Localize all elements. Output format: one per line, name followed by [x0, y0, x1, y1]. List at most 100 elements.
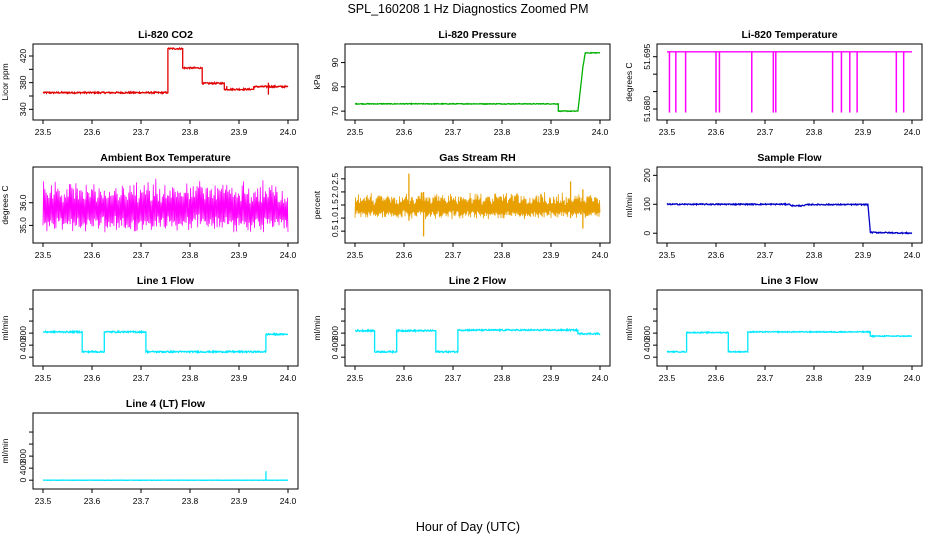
- y-tick-label: 70: [330, 106, 340, 116]
- y-axis-label: ml/min: [0, 438, 10, 463]
- panel-4: Ambient Box Temperature degrees C 35.0 36.0…: [0, 152, 299, 260]
- x-tick-label: 23.9: [543, 127, 560, 137]
- x-tick-label: 23.7: [445, 250, 462, 260]
- y-tick-label: 90: [330, 58, 340, 68]
- y-tick-label: 51.680: [642, 96, 652, 122]
- series-line: [666, 202, 913, 235]
- data-layer: [42, 46, 289, 95]
- x-tick-label: 23.9: [855, 127, 872, 137]
- panel-5: Gas Stream RH percent 0.51.01.52.02.5 23.5 2…: [312, 152, 611, 260]
- data-layer: [666, 202, 913, 235]
- y-axis-label: percent: [312, 190, 322, 219]
- series-line: [42, 178, 289, 233]
- panel-3: Li-820 Temperature degrees C 51.680 51.695 2…: [624, 29, 923, 137]
- x-tick-label: 24.0: [280, 373, 297, 383]
- y-tick-label: 0: [642, 231, 652, 236]
- data-layer: [666, 330, 913, 354]
- y-tick-label: 400: [642, 338, 652, 352]
- x-tick-label: 23.9: [543, 373, 560, 383]
- y-tick-label: 51.695: [642, 43, 652, 69]
- x-tick-label: 23.7: [133, 250, 150, 260]
- panel-title: Li-820 CO2: [138, 29, 193, 41]
- panel-title: Line 2 Flow: [449, 275, 507, 287]
- x-tick-label: 23.9: [231, 127, 248, 137]
- y-tick-label: 2.5: [330, 173, 340, 185]
- panel-title: Gas Stream RH: [439, 152, 515, 164]
- y-axis-label: ml/min: [624, 315, 634, 340]
- x-tick-label: 23.5: [35, 496, 52, 506]
- series-line: [43, 329, 289, 355]
- plot-frame: [32, 289, 299, 367]
- x-tick-label: 23.6: [84, 127, 101, 137]
- x-tick-label: 23.5: [35, 250, 52, 260]
- x-tick-label: 24.0: [280, 496, 297, 506]
- y-tick-label: 100: [642, 197, 652, 211]
- y-tick-label: 800: [642, 326, 652, 340]
- x-tick-label: 23.6: [84, 496, 101, 506]
- y-tick-label: 400: [18, 338, 28, 352]
- x-tick-label: 23.9: [231, 373, 248, 383]
- data-layer: [354, 51, 601, 113]
- figure-x-axis-label: Hour of Day (UTC): [416, 520, 520, 534]
- y-tick-label: 340: [18, 102, 28, 116]
- panel-grid: Li-820 CO2 Licor ppm 340 380 420 23.5 23.6 23.7…: [0, 29, 923, 506]
- x-tick-label: 24.0: [904, 373, 921, 383]
- x-tick-label: 23.5: [35, 373, 52, 383]
- x-tick-label: 23.9: [231, 250, 248, 260]
- x-tick-label: 23.5: [35, 127, 52, 137]
- y-axis-label: degrees C: [0, 185, 10, 224]
- y-tick-label: 400: [18, 461, 28, 475]
- y-axis-label: ml/min: [624, 192, 634, 217]
- x-tick-label: 23.5: [659, 250, 676, 260]
- x-tick-label: 23.7: [133, 373, 150, 383]
- x-tick-label: 23.8: [182, 250, 199, 260]
- y-tick-label: 0: [18, 478, 28, 483]
- x-tick-label: 23.6: [84, 250, 101, 260]
- series-line: [42, 46, 289, 95]
- x-tick-label: 23.8: [182, 496, 199, 506]
- figure-title: SPL_160208 1 Hz Diagnostics Zoomed PM: [347, 2, 588, 16]
- x-tick-label: 23.8: [494, 250, 511, 260]
- y-tick-label: 800: [330, 326, 340, 340]
- plot-frame: [344, 43, 611, 121]
- x-tick-label: 24.0: [592, 373, 609, 383]
- x-tick-label: 23.5: [347, 373, 364, 383]
- series-line: [354, 327, 601, 355]
- series-line: [354, 51, 601, 113]
- x-tick-label: 23.9: [543, 250, 560, 260]
- x-tick-label: 23.8: [182, 373, 199, 383]
- plot-frame: [32, 43, 299, 121]
- y-tick-label: 0: [18, 355, 28, 360]
- x-tick-label: 23.7: [757, 373, 774, 383]
- x-tick-label: 23.8: [806, 373, 823, 383]
- x-tick-label: 23.8: [806, 250, 823, 260]
- panel-title: Sample Flow: [757, 152, 822, 164]
- x-tick-label: 23.8: [182, 127, 199, 137]
- x-tick-label: 23.6: [396, 127, 413, 137]
- x-tick-label: 23.9: [855, 250, 872, 260]
- y-tick-label: 1.5: [330, 199, 340, 211]
- y-axis-label: ml/min: [0, 315, 10, 340]
- x-tick-label: 23.6: [396, 373, 413, 383]
- x-tick-label: 23.7: [445, 373, 462, 383]
- y-tick-label: 2.0: [330, 186, 340, 198]
- x-tick-label: 23.7: [133, 496, 150, 506]
- panel-1: Li-820 CO2 Licor ppm 340 380 420 23.5 23.6 23.7…: [0, 29, 299, 137]
- x-tick-label: 23.8: [494, 127, 511, 137]
- x-tick-label: 23.7: [757, 127, 774, 137]
- x-tick-label: 23.5: [347, 127, 364, 137]
- y-axis-label: ml/min: [312, 315, 322, 340]
- x-tick-label: 23.7: [445, 127, 462, 137]
- y-axis-label: kPa: [312, 74, 322, 89]
- x-tick-label: 24.0: [592, 127, 609, 137]
- x-tick-label: 23.6: [708, 250, 725, 260]
- panel-title: Line 1 Flow: [137, 275, 195, 287]
- y-tick-label: 36.0: [18, 194, 28, 211]
- panel-6: Sample Flow ml/min 0 100 200 23.5 23.6 23.7 23.8…: [624, 152, 923, 260]
- x-tick-label: 23.6: [708, 373, 725, 383]
- x-tick-label: 23.6: [84, 373, 101, 383]
- x-tick-label: 23.8: [494, 373, 511, 383]
